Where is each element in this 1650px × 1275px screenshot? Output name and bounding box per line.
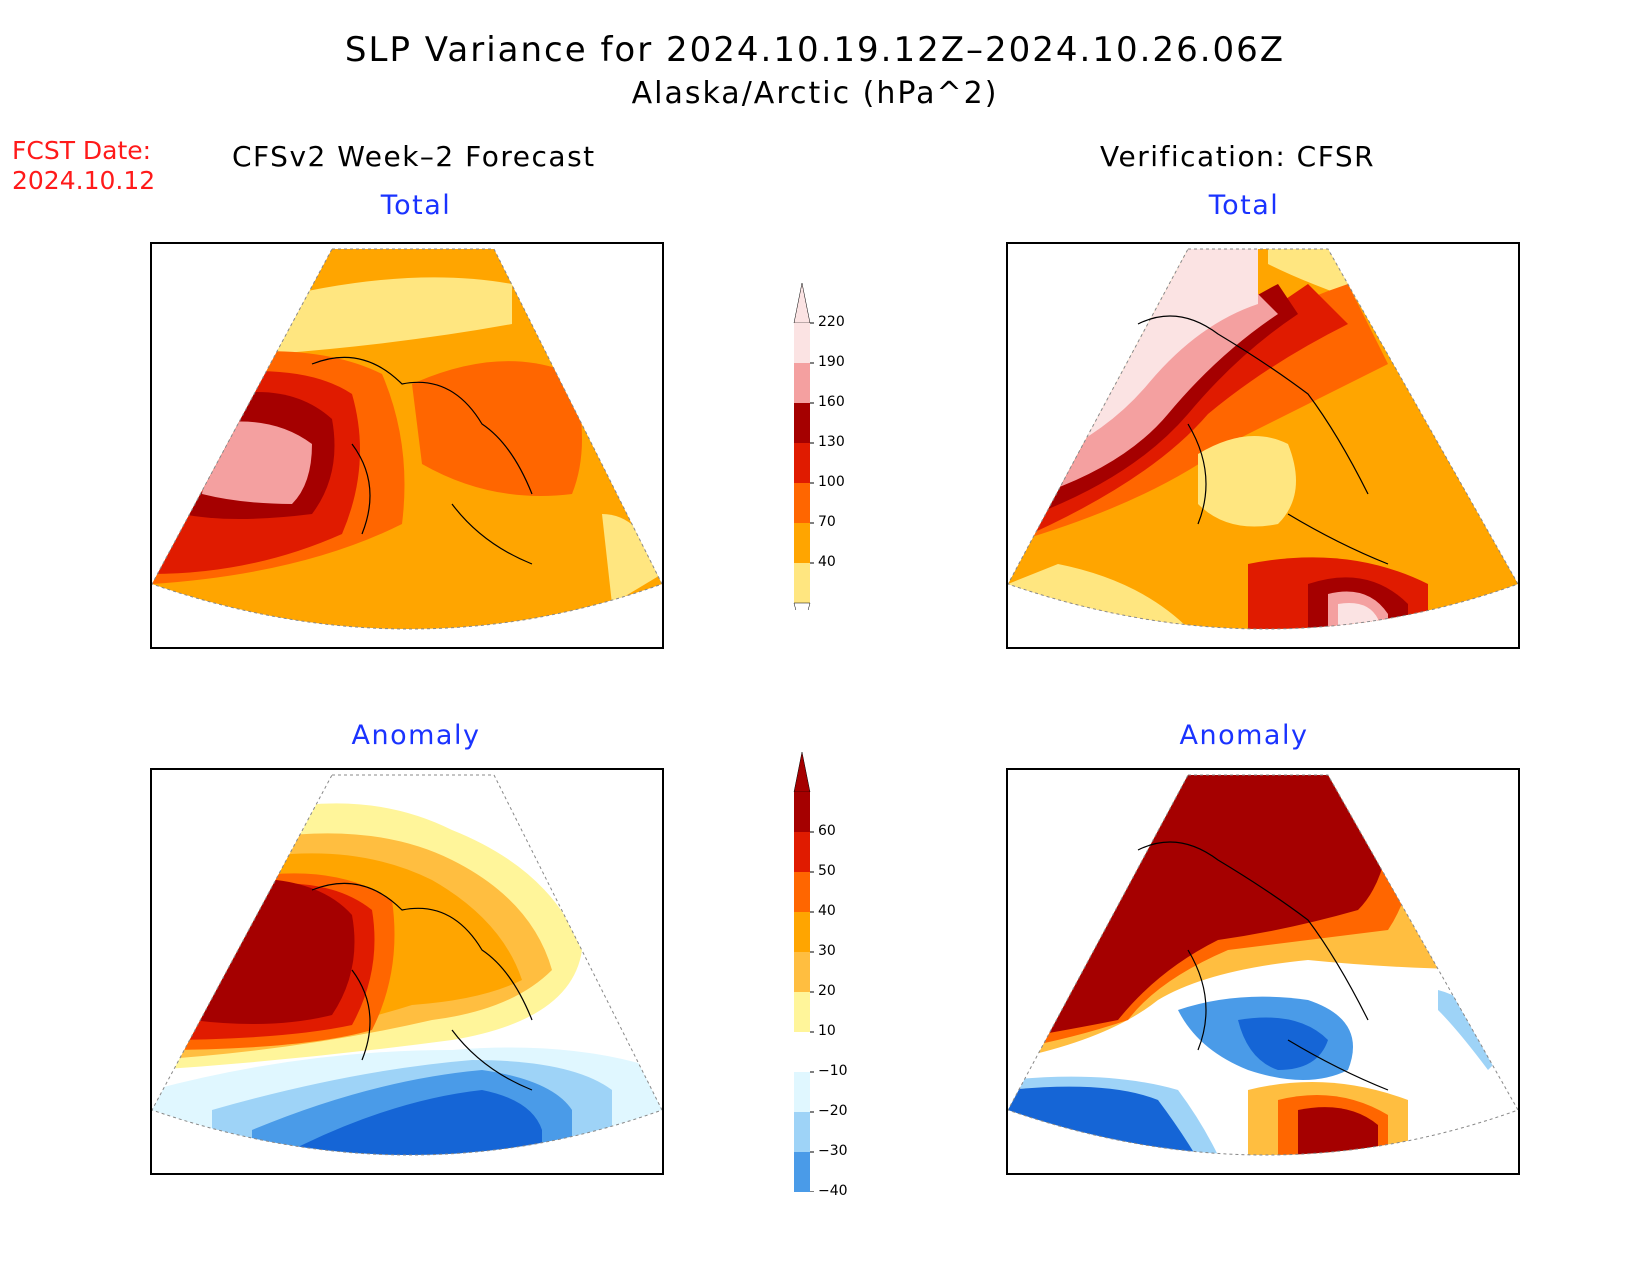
verification-total-title: Total bbox=[1208, 190, 1280, 221]
verification-column-title: Verification: CFSR bbox=[1100, 140, 1376, 173]
total-colorbar-label: 160 bbox=[818, 394, 845, 410]
fcst-date-label: FCST Date: bbox=[12, 136, 152, 165]
total-colorbar-label: 190 bbox=[818, 354, 845, 370]
figure-subtitle: Alaska/Arctic (hPa^2) bbox=[631, 76, 999, 111]
total-colorbar-bottom-extension bbox=[793, 602, 811, 651]
anomaly-colorbar-swatch bbox=[794, 1152, 810, 1192]
total-colorbar-label: 40 bbox=[818, 554, 836, 570]
forecast-total-map bbox=[150, 242, 664, 649]
anomaly-colorbar: 60 50 40 30 20 10 −10 −20 −30 −40 bbox=[790, 751, 870, 1233]
verification-anomaly-title: Anomaly bbox=[1179, 720, 1309, 751]
total-colorbar-label: 70 bbox=[818, 514, 836, 530]
anomaly-colorbar-swatch bbox=[794, 912, 810, 952]
anomaly-colorbar-label: 30 bbox=[818, 943, 836, 959]
fcst-date-value: 2024.10.12 bbox=[12, 166, 156, 195]
verification-anomaly-map bbox=[1006, 768, 1520, 1175]
anomaly-colorbar-label: 50 bbox=[818, 863, 836, 879]
forecast-column-title: CFSv2 Week–2 Forecast bbox=[232, 140, 596, 173]
anomaly-colorbar-swatch bbox=[794, 792, 810, 832]
coastline-outline bbox=[311, 356, 533, 565]
anomaly-colorbar-swatch bbox=[794, 832, 810, 872]
anomaly-colorbar-label: −30 bbox=[818, 1143, 848, 1159]
anomaly-colorbar-label: −40 bbox=[818, 1183, 848, 1199]
anomaly-colorbar-swatch bbox=[794, 872, 810, 912]
total-colorbar-swatch bbox=[794, 563, 810, 603]
anomaly-colorbar-label: −20 bbox=[818, 1103, 848, 1119]
verification-total-map bbox=[1006, 242, 1520, 649]
total-colorbar-swatch bbox=[794, 403, 810, 443]
anomaly-colorbar-swatch bbox=[794, 1112, 810, 1152]
anomaly-colorbar-swatch bbox=[794, 1072, 810, 1112]
forecast-anomaly-map bbox=[150, 768, 664, 1175]
total-colorbar: 220 190 160 130 100 70 40 bbox=[790, 282, 870, 651]
anomaly-colorbar-label: −10 bbox=[818, 1063, 848, 1079]
total-colorbar-swatch bbox=[794, 363, 810, 403]
total-colorbar-top-extension bbox=[793, 282, 811, 324]
anomaly-colorbar-label: 60 bbox=[818, 823, 836, 839]
forecast-total-title: Total bbox=[380, 190, 452, 221]
total-colorbar-swatch bbox=[794, 443, 810, 483]
total-colorbar-label: 100 bbox=[818, 474, 845, 490]
total-colorbar-swatch bbox=[794, 523, 810, 563]
anomaly-colorbar-swatch bbox=[794, 952, 810, 992]
anomaly-colorbar-label: 10 bbox=[818, 1023, 836, 1039]
total-colorbar-swatch bbox=[794, 323, 810, 363]
coastline-outline bbox=[1137, 841, 1389, 1091]
total-colorbar-label: 130 bbox=[818, 434, 845, 450]
anomaly-colorbar-top-extension bbox=[793, 751, 811, 793]
anomaly-colorbar-label: 20 bbox=[818, 983, 836, 999]
total-colorbar-swatch bbox=[794, 483, 810, 523]
forecast-anomaly-title: Anomaly bbox=[351, 720, 481, 751]
coastline-outline bbox=[311, 882, 533, 1091]
figure-title: SLP Variance for 2024.10.19.12Z–2024.10.… bbox=[344, 30, 1286, 70]
total-colorbar-label: 220 bbox=[818, 314, 845, 330]
coastline-outline bbox=[1137, 315, 1389, 565]
anomaly-colorbar-label: 40 bbox=[818, 903, 836, 919]
anomaly-colorbar-swatch bbox=[794, 992, 810, 1032]
anomaly-colorbar-swatch bbox=[794, 1032, 810, 1072]
